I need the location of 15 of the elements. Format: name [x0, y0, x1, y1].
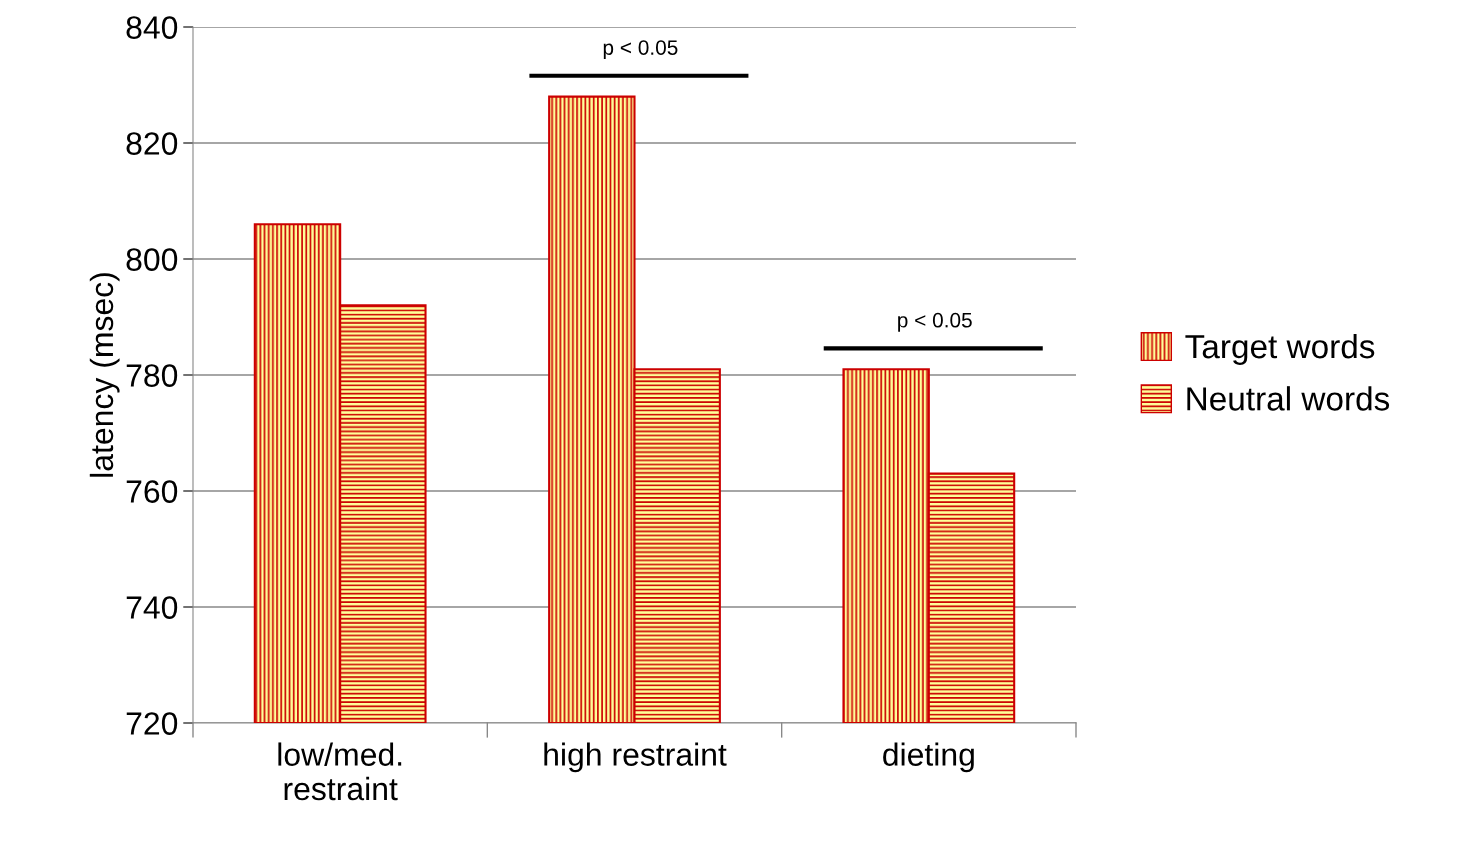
y-tick-label: 800	[126, 248, 178, 271]
y-tick-label: 720	[126, 712, 178, 735]
annotation: p < 0.05	[898, 312, 972, 332]
x-tick-label: dieting	[883, 742, 974, 773]
legend-label: Target words	[1185, 333, 1375, 365]
y-tick-label: 820	[126, 132, 178, 155]
legend-label: Neutral words	[1187, 386, 1390, 411]
y-tick-label: 780	[126, 364, 178, 387]
x-tick-label: high restraint	[544, 742, 727, 773]
y-tick-label: 840	[126, 16, 178, 39]
annotation: p < 0.05	[603, 40, 678, 60]
y-tick-label: 760	[126, 480, 178, 503]
y-axis-title: latency (msec)	[89, 273, 120, 477]
y-tick-label: 740	[126, 596, 178, 619]
x-tick-label: low/med. restraint	[278, 742, 402, 801]
